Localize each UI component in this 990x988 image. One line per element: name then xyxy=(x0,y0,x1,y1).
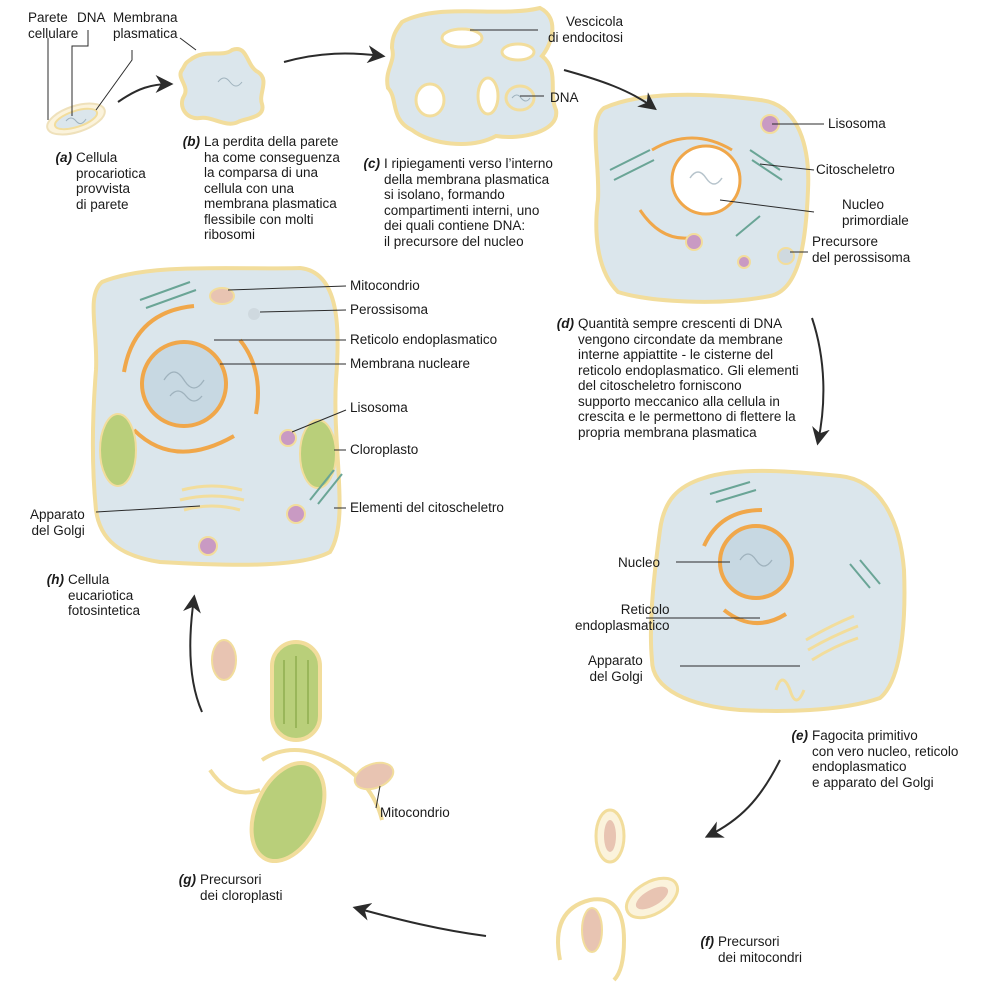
caption-e-tag: (e) xyxy=(791,728,809,743)
label-vescicola-endocitosi: Vescicola di endocitosi xyxy=(548,14,624,45)
label-nucleo-primordiale: Nucleo primordiale xyxy=(842,197,909,228)
arrow-f-to-g xyxy=(352,903,487,937)
caption-b-tag: (b) xyxy=(182,134,200,149)
label-dna-c: DNA xyxy=(550,90,579,105)
label-elementi-citoscheletro: Elementi del citoscheletro xyxy=(350,500,504,515)
flexible-membrane-cell xyxy=(178,47,266,126)
label-nucleo-e: Nucleo xyxy=(618,555,661,570)
caption-h-text: Cellula eucariotica fotosintetica xyxy=(68,572,141,618)
label-precursore-perossisoma: Precursore del perossisoma xyxy=(812,234,911,265)
caption-c-tag: (c) xyxy=(363,156,381,171)
caption-b: (b) La perdita della parete ha come cons… xyxy=(183,134,340,243)
arrow-a-to-b xyxy=(117,75,174,103)
caption-f: (f) Precursori dei mitocondri xyxy=(701,934,803,965)
caption-g-text: Precursori dei cloroplasti xyxy=(200,872,283,903)
label-membrana-nucleare: Membrana nucleare xyxy=(350,356,471,371)
caption-g: (g) Precursori dei cloroplasti xyxy=(179,872,283,903)
label-reticolo-e: Reticolo endoplasmatico xyxy=(575,602,670,633)
infolded-cell xyxy=(385,5,559,146)
arrow-c-to-d xyxy=(563,69,657,111)
caption-a-text: Cellula procariotica provvista di parete xyxy=(76,150,146,212)
mitochondria-precursors xyxy=(556,808,680,982)
caption-e-text: Fagocita primitivo con vero nucleo, reti… xyxy=(812,728,959,790)
caption-h-tag: (h) xyxy=(46,572,64,587)
label-apparato-golgi-h: Apparato del Golgi xyxy=(30,507,85,538)
chloroplast-precursors xyxy=(208,639,395,864)
cycle-arrows xyxy=(117,45,830,937)
arrow-d-to-e xyxy=(811,317,830,446)
label-perossisoma-h: Perossisoma xyxy=(350,302,429,317)
caption-a-tag: (a) xyxy=(55,150,73,165)
caption-f-tag: (f) xyxy=(700,934,715,949)
eukaryotic-photosynthetic-cell xyxy=(91,265,343,567)
caption-b-text: La perdita della parete ha come consegue… xyxy=(204,134,340,242)
label-dna-a: DNA xyxy=(77,10,106,25)
caption-d: (d) Quantità sempre crescenti di DNA ven… xyxy=(557,316,799,440)
label-mitocondrio-g: Mitocondrio xyxy=(380,805,450,820)
caption-d-tag: (d) xyxy=(556,316,574,331)
caption-a: (a) Cellula procariotica provvista di pa… xyxy=(56,150,146,212)
caption-h: (h) Cellula eucariotica fotosintetica xyxy=(47,572,141,619)
caption-d-text: Quantità sempre crescenti di DNA vengono… xyxy=(578,316,799,440)
label-citoscheletro-d: Citoscheletro xyxy=(816,162,895,177)
caption-c: (c) I ripiegamenti verso l’interno della… xyxy=(364,156,553,249)
label-membrana-plasmatica: Membrana plasmatica xyxy=(113,10,178,41)
arrow-e-to-f xyxy=(704,759,781,838)
caption-c-text: I ripiegamenti verso l’interno della mem… xyxy=(384,156,553,249)
label-cloroplasto: Cloroplasto xyxy=(350,442,419,457)
label-mitocondrio-h: Mitocondrio xyxy=(350,278,420,293)
leader-lines xyxy=(47,29,824,809)
label-reticolo-h: Reticolo endoplasmatico xyxy=(350,332,498,347)
label-parete-cellulare: Parete cellulare xyxy=(28,10,79,41)
primordial-nucleus-cell xyxy=(593,92,811,304)
label-lisosoma-h: Lisosoma xyxy=(350,400,408,415)
caption-f-text: Precursori dei mitocondri xyxy=(718,934,803,965)
arrow-b-to-c xyxy=(283,45,386,64)
label-apparato-golgi-e: Apparato del Golgi xyxy=(588,653,643,684)
label-lisosoma-d: Lisosoma xyxy=(828,116,886,131)
primitive-phagocyte-cell xyxy=(648,468,907,713)
prokaryotic-cell xyxy=(46,102,106,136)
caption-g-tag: (g) xyxy=(178,872,196,887)
caption-e: (e) Fagocita primitivo con vero nucleo, … xyxy=(792,728,959,790)
arrow-g-to-h xyxy=(183,594,203,713)
